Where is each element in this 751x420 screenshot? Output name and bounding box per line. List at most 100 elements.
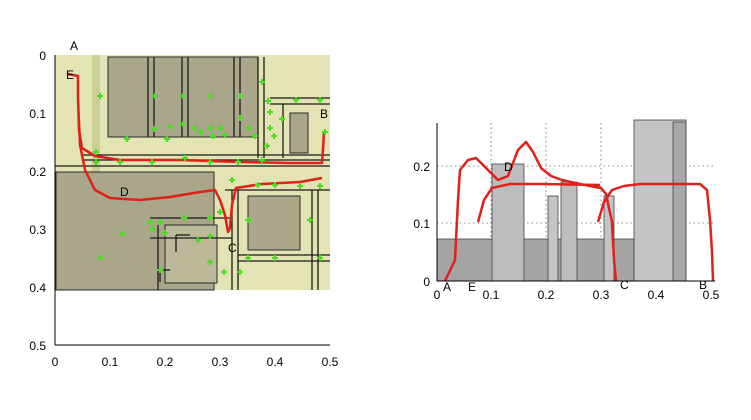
map-block-right xyxy=(247,195,301,251)
sensor-marker xyxy=(147,219,153,225)
sensor-marker xyxy=(317,255,323,261)
sensor-marker xyxy=(272,182,278,188)
left-x-tick: 0 xyxy=(52,355,59,369)
sensor-marker xyxy=(117,159,123,165)
right-x-tick: 0.5 xyxy=(703,288,720,302)
left-y-tick: 0.4 xyxy=(29,281,46,295)
sensor-marker xyxy=(119,231,125,237)
sensor-marker xyxy=(93,159,99,165)
sensor-marker xyxy=(307,217,313,223)
right-robot-path xyxy=(443,140,715,282)
elevation-bar xyxy=(560,181,578,282)
sensor-marker xyxy=(167,124,173,130)
sensor-marker xyxy=(207,259,213,265)
left-x-tick: 0.5 xyxy=(322,355,339,369)
left-y-tick: 0.3 xyxy=(29,223,46,237)
left-y-ticks: 0 0.1 0.2 0.3 0.4 0.5 xyxy=(29,49,46,353)
sensor-marker xyxy=(207,233,213,239)
sensor-marker xyxy=(182,155,188,161)
sensor-marker xyxy=(237,93,243,99)
left-point-label-a: A xyxy=(70,39,78,53)
sensor-marker xyxy=(210,133,216,139)
right-point-label-b: B xyxy=(699,278,707,292)
sensor-marker xyxy=(192,125,198,131)
right-elevation-panel: 0 0.1 0.2 0 0.1 0.2 0.3 0.4 0.5 A E D C … xyxy=(413,119,720,302)
sensor-marker xyxy=(195,237,201,243)
sensor-marker xyxy=(271,133,277,139)
left-x-tick: 0.2 xyxy=(157,355,174,369)
left-y-tick: 0.1 xyxy=(29,107,46,121)
sensor-marker xyxy=(221,269,227,275)
sensor-marker xyxy=(180,121,186,127)
left-x-tick: 0.3 xyxy=(212,355,229,369)
right-x-tick: 0.1 xyxy=(483,288,500,302)
sensor-marker xyxy=(245,125,251,131)
right-x-tick: 0.2 xyxy=(538,288,555,302)
left-x-ticks: 0 0.1 0.2 0.3 0.4 0.5 xyxy=(52,355,339,369)
right-point-label-d: D xyxy=(504,160,513,174)
sensor-marker xyxy=(208,125,214,131)
sensor-marker xyxy=(124,136,130,142)
sensor-marker xyxy=(245,217,251,223)
sensor-marker xyxy=(218,125,224,131)
sensor-marker xyxy=(208,93,214,99)
left-x-tick: 0.1 xyxy=(102,355,119,369)
sensor-marker xyxy=(97,93,103,99)
sensor-marker xyxy=(235,159,241,165)
sensor-marker xyxy=(297,183,303,189)
sensor-marker xyxy=(252,133,258,139)
right-y-tick: 0.2 xyxy=(413,160,430,174)
sensor-marker xyxy=(157,219,163,225)
right-bars xyxy=(436,119,687,282)
right-point-label-a: A xyxy=(443,280,451,294)
elevation-bar-tall-edge xyxy=(672,121,687,282)
sensor-marker xyxy=(180,93,186,99)
green-markers xyxy=(93,79,328,275)
left-y-tick: 0.2 xyxy=(29,165,46,179)
sensor-marker xyxy=(151,126,157,132)
sensor-marker xyxy=(259,157,265,163)
sensor-marker xyxy=(237,115,243,121)
sensor-marker xyxy=(267,109,273,115)
sensor-marker xyxy=(259,79,265,85)
sensor-marker xyxy=(207,159,213,165)
left-y-tick: 0.5 xyxy=(29,339,46,353)
map-block-center xyxy=(164,224,218,284)
map-block-small xyxy=(289,112,309,154)
left-point-label-d: D xyxy=(120,185,129,199)
sensor-marker xyxy=(237,269,243,275)
sensor-marker xyxy=(255,182,261,188)
left-point-label-b: B xyxy=(320,107,328,121)
sensor-marker xyxy=(164,136,170,142)
sensor-marker xyxy=(267,125,273,131)
right-x-ticks: 0 0.1 0.2 0.3 0.4 0.5 xyxy=(434,288,720,302)
sensor-marker xyxy=(272,255,278,261)
left-y-tick: 0 xyxy=(39,49,46,63)
left-map-panel: 0 0.1 0.2 0.3 0.4 0.5 0 0.1 0.2 0.3 0.4 … xyxy=(29,39,338,369)
sensor-marker xyxy=(245,255,251,261)
right-x-tick: 0 xyxy=(434,288,441,302)
sensor-marker xyxy=(222,132,228,138)
sensor-marker xyxy=(293,97,299,103)
left-point-label-e: E xyxy=(66,68,74,82)
left-point-label-c: C xyxy=(228,241,237,255)
sensor-marker xyxy=(217,209,223,215)
sensor-marker xyxy=(229,177,235,183)
sensor-marker xyxy=(93,149,99,155)
left-x-tick: 0.4 xyxy=(267,355,284,369)
sensor-marker xyxy=(157,267,163,273)
sensor-marker xyxy=(265,98,271,104)
right-y-tick: 0.1 xyxy=(413,217,430,231)
sensor-marker xyxy=(181,215,187,221)
sensor-marker xyxy=(207,215,213,221)
sensor-marker xyxy=(97,255,103,261)
sensor-marker xyxy=(150,226,156,232)
right-point-label-c: C xyxy=(620,278,629,292)
sensor-marker xyxy=(162,230,168,236)
elevation-bar xyxy=(491,163,525,282)
sensor-marker xyxy=(149,159,155,165)
sensor-marker xyxy=(197,129,203,135)
right-y-tick: 0 xyxy=(423,275,430,289)
right-x-tick: 0.4 xyxy=(648,288,665,302)
